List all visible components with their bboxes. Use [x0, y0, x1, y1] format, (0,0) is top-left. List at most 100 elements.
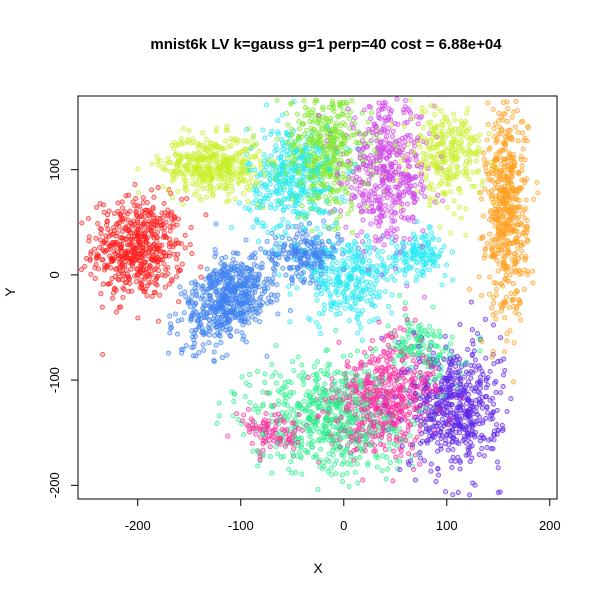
scatter-point: [287, 319, 293, 325]
scatter-point: [331, 445, 337, 451]
scatter-point: [451, 198, 457, 204]
scatter-point: [458, 118, 464, 124]
scatter-point: [225, 191, 231, 197]
scatter-point: [288, 379, 294, 386]
scatter-point: [279, 137, 285, 143]
scatter-point: [369, 337, 375, 344]
scatter-point: [156, 248, 162, 254]
scatter-point: [146, 280, 152, 286]
scatter-point: [268, 153, 274, 159]
scatter-point: [235, 417, 241, 423]
scatter-point: [271, 226, 277, 232]
scatter-point: [359, 359, 365, 365]
scatter-point: [220, 266, 226, 273]
scatter-point: [123, 193, 129, 199]
scatter-point: [490, 312, 496, 318]
scatter-point: [355, 480, 361, 486]
scatter-point: [388, 225, 394, 231]
scatter-point: [296, 126, 302, 132]
scatter-point: [229, 183, 235, 189]
scatter-point: [165, 350, 172, 356]
scatter-point: [285, 122, 291, 128]
scatter-point: [299, 195, 305, 201]
scatter-point: [263, 164, 270, 170]
scatter-point: [385, 362, 391, 368]
scatter-point: [275, 117, 281, 123]
scatter-point: [480, 213, 486, 219]
scatter-point: [352, 120, 358, 126]
scatter-point: [277, 240, 283, 246]
scatter-point: [375, 294, 381, 300]
scatter-point: [441, 375, 447, 381]
scatter-point: [391, 254, 397, 260]
scatter-point: [482, 186, 488, 192]
scatter-point: [399, 429, 405, 436]
scatter-point: [436, 352, 442, 358]
scatter-point: [349, 98, 355, 104]
scatter-point: [335, 113, 341, 119]
scatter-point: [96, 266, 102, 272]
scatter-point: [386, 303, 392, 309]
scatter-point: [163, 167, 169, 173]
scatter-point: [430, 235, 436, 241]
scatter-point: [431, 333, 437, 339]
scatter-point: [244, 185, 250, 191]
scatter-point: [349, 230, 355, 236]
scatter-point: [375, 111, 381, 117]
scatter-point: [337, 180, 343, 186]
scatter-point: [267, 205, 273, 211]
scatter-point: [486, 437, 492, 443]
scatter-point: [229, 188, 235, 194]
scatter-point: [459, 149, 465, 155]
scatter-point: [230, 250, 236, 256]
scatter-point: [412, 437, 418, 443]
scatter-point: [360, 217, 366, 223]
scatter-point: [491, 126, 497, 132]
scatter-point: [352, 161, 358, 167]
scatter-point: [366, 258, 373, 264]
scatter-point: [430, 186, 436, 192]
scatter-point: [252, 250, 258, 256]
scatter-point: [487, 368, 493, 375]
scatter-point: [355, 311, 361, 317]
scatter-point: [335, 225, 341, 231]
scatter-point: [293, 241, 299, 247]
scatter-point: [442, 273, 448, 279]
scatter-point: [167, 224, 173, 230]
scatter-point: [191, 303, 197, 309]
scatter-point: [160, 221, 166, 227]
scatter-point: [344, 470, 350, 476]
scatter-point: [357, 378, 363, 384]
scatter-point: [86, 238, 92, 244]
scatter-point: [467, 382, 473, 388]
scatter-point: [120, 294, 126, 301]
scatter-point: [198, 264, 204, 270]
scatter-point: [423, 176, 429, 182]
scatter-point: [379, 431, 385, 437]
scatter-point: [236, 200, 243, 206]
scatter-point: [282, 415, 288, 421]
scatter-point: [390, 357, 396, 364]
scatter-point: [419, 178, 425, 185]
scatter-point: [249, 266, 255, 272]
scatter-point: [309, 278, 315, 284]
scatter-point: [501, 111, 507, 117]
scatter-point: [439, 190, 445, 196]
scatter-point: [490, 106, 496, 112]
scatter-point: [346, 483, 352, 489]
scatter-point: [311, 117, 317, 123]
scatter-point: [202, 303, 208, 309]
scatter-point: [499, 168, 505, 174]
scatter-point: [276, 272, 282, 278]
scatter-point: [500, 372, 507, 378]
scatter-point: [342, 305, 348, 311]
scatter-point: [500, 140, 506, 146]
scatter-point: [311, 364, 317, 370]
scatter-point: [530, 268, 536, 274]
scatter-point: [502, 134, 508, 140]
scatter-point: [204, 266, 210, 272]
scatter-point: [468, 133, 474, 140]
scatter-point: [440, 122, 446, 129]
scatter-point: [279, 200, 285, 206]
scatter-point: [524, 268, 531, 275]
